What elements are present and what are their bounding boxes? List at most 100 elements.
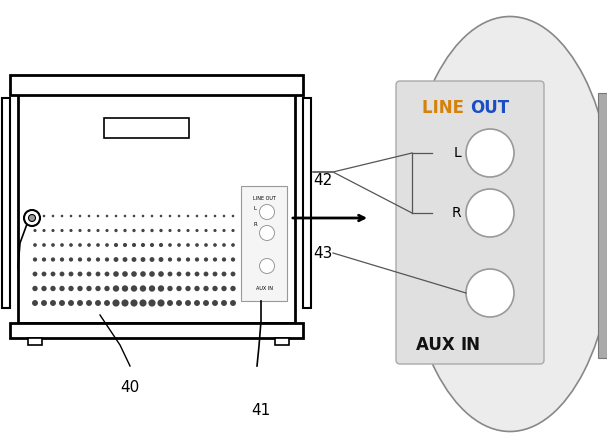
Circle shape bbox=[33, 271, 38, 276]
Circle shape bbox=[157, 299, 164, 306]
Circle shape bbox=[51, 243, 55, 247]
Circle shape bbox=[141, 215, 144, 217]
Bar bbox=[104, 118, 189, 138]
Circle shape bbox=[95, 286, 101, 291]
Circle shape bbox=[466, 129, 514, 177]
Text: R: R bbox=[253, 221, 257, 227]
Circle shape bbox=[212, 300, 218, 306]
Circle shape bbox=[466, 189, 514, 237]
Circle shape bbox=[194, 300, 200, 306]
Circle shape bbox=[176, 286, 181, 291]
Circle shape bbox=[203, 286, 209, 291]
Circle shape bbox=[95, 271, 100, 276]
Circle shape bbox=[141, 257, 146, 262]
Bar bbox=[10, 323, 303, 338]
Circle shape bbox=[106, 229, 109, 232]
Text: L: L bbox=[253, 206, 256, 211]
Circle shape bbox=[69, 243, 73, 247]
Circle shape bbox=[77, 300, 83, 306]
Circle shape bbox=[59, 286, 65, 291]
Circle shape bbox=[203, 300, 209, 306]
Circle shape bbox=[177, 257, 181, 262]
Text: LINE: LINE bbox=[422, 99, 470, 117]
Circle shape bbox=[114, 243, 118, 247]
Circle shape bbox=[78, 257, 82, 262]
Circle shape bbox=[177, 271, 181, 276]
Circle shape bbox=[231, 243, 235, 247]
Circle shape bbox=[86, 300, 92, 306]
Text: 42: 42 bbox=[313, 172, 332, 188]
Text: IN: IN bbox=[460, 336, 480, 354]
Circle shape bbox=[78, 243, 82, 247]
Circle shape bbox=[160, 215, 162, 217]
Circle shape bbox=[33, 243, 37, 247]
Circle shape bbox=[79, 215, 81, 217]
Circle shape bbox=[149, 299, 155, 306]
Circle shape bbox=[213, 257, 217, 262]
Circle shape bbox=[140, 299, 146, 306]
Circle shape bbox=[159, 243, 163, 247]
Circle shape bbox=[231, 257, 235, 262]
Circle shape bbox=[140, 271, 146, 277]
Circle shape bbox=[29, 215, 35, 221]
Circle shape bbox=[114, 229, 118, 232]
Circle shape bbox=[140, 285, 146, 292]
Circle shape bbox=[223, 215, 225, 217]
Circle shape bbox=[149, 285, 155, 292]
Circle shape bbox=[34, 215, 36, 217]
Circle shape bbox=[42, 229, 46, 232]
Circle shape bbox=[96, 243, 100, 247]
Circle shape bbox=[24, 210, 40, 226]
Circle shape bbox=[68, 300, 74, 306]
Bar bbox=[18, 83, 295, 323]
Circle shape bbox=[177, 243, 181, 247]
Circle shape bbox=[104, 271, 109, 276]
Circle shape bbox=[70, 215, 72, 217]
Circle shape bbox=[222, 271, 226, 276]
Circle shape bbox=[194, 286, 200, 291]
Text: R: R bbox=[452, 206, 461, 220]
Bar bbox=[598, 93, 607, 358]
Circle shape bbox=[42, 243, 46, 247]
Circle shape bbox=[123, 243, 127, 247]
Circle shape bbox=[159, 229, 163, 232]
Circle shape bbox=[112, 299, 120, 306]
Circle shape bbox=[185, 286, 191, 291]
Circle shape bbox=[167, 300, 173, 306]
Circle shape bbox=[203, 271, 208, 276]
Circle shape bbox=[52, 215, 54, 217]
Circle shape bbox=[69, 286, 73, 291]
Text: L: L bbox=[453, 146, 461, 160]
Circle shape bbox=[185, 300, 191, 306]
Circle shape bbox=[231, 229, 234, 232]
Circle shape bbox=[42, 257, 46, 262]
Circle shape bbox=[115, 215, 117, 217]
Circle shape bbox=[50, 300, 56, 306]
Circle shape bbox=[60, 257, 64, 262]
Circle shape bbox=[105, 243, 109, 247]
Circle shape bbox=[158, 271, 164, 277]
Circle shape bbox=[123, 257, 127, 262]
Bar bbox=[241, 186, 287, 301]
Circle shape bbox=[222, 257, 226, 262]
Text: AUX IN: AUX IN bbox=[256, 286, 273, 291]
Circle shape bbox=[32, 300, 38, 306]
Circle shape bbox=[87, 257, 91, 262]
Circle shape bbox=[168, 257, 172, 262]
Circle shape bbox=[131, 285, 137, 292]
Circle shape bbox=[231, 271, 236, 276]
Circle shape bbox=[150, 243, 154, 247]
Ellipse shape bbox=[405, 17, 607, 431]
Circle shape bbox=[61, 215, 63, 217]
Circle shape bbox=[204, 257, 208, 262]
Circle shape bbox=[78, 271, 83, 276]
Circle shape bbox=[42, 271, 46, 276]
Circle shape bbox=[187, 215, 189, 217]
Circle shape bbox=[168, 243, 172, 247]
Circle shape bbox=[104, 300, 110, 306]
Circle shape bbox=[95, 300, 101, 306]
Circle shape bbox=[113, 285, 119, 292]
Bar bbox=[10, 75, 303, 95]
Circle shape bbox=[77, 286, 83, 291]
Circle shape bbox=[122, 285, 128, 292]
